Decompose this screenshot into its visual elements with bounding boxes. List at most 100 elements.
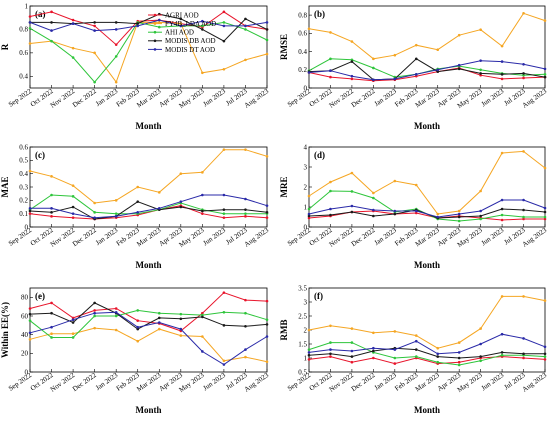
- data-point: [93, 301, 96, 305]
- data-point: [157, 207, 161, 210]
- series-line: [308, 333, 546, 355]
- series-line: [308, 190, 545, 222]
- x-tick-label: Dec 2022: [71, 371, 98, 393]
- data-point: [522, 72, 525, 75]
- data-point: [222, 324, 226, 327]
- data-point: [244, 215, 247, 218]
- series-line: [29, 21, 268, 84]
- data-point: [265, 323, 269, 326]
- y-tick-label: 0.8: [19, 26, 28, 34]
- data-point: [350, 77, 354, 81]
- data-point: [543, 299, 547, 302]
- data-point: [414, 334, 418, 337]
- data-point: [28, 21, 32, 24]
- data-point: [457, 67, 461, 71]
- data-point: [329, 341, 332, 344]
- data-point: [543, 166, 547, 170]
- x-tick-label: Mar 2023: [414, 371, 441, 394]
- panel-label: (c): [35, 150, 45, 160]
- data-point: [201, 212, 204, 215]
- data-point: [500, 295, 504, 298]
- y-tick-label: 0.8: [298, 11, 307, 19]
- data-point: [500, 44, 504, 48]
- data-point: [307, 27, 311, 31]
- data-point: [71, 212, 75, 215]
- data-point: [329, 189, 332, 193]
- data-point: [329, 69, 332, 72]
- x-tick-label: Mar 2023: [135, 371, 162, 394]
- x-tick-label: May 2023: [456, 226, 484, 249]
- data-point: [28, 319, 32, 322]
- legend-entry: FY4B_LDA AOD: [165, 20, 216, 28]
- data-point: [479, 327, 482, 330]
- data-point: [522, 295, 525, 298]
- data-point: [457, 63, 461, 67]
- data-point: [222, 310, 226, 314]
- data-point: [136, 22, 140, 25]
- legend-marker: [153, 22, 157, 25]
- y-tick-label: 0.4: [19, 170, 28, 178]
- series-line: [308, 67, 546, 82]
- data-point: [329, 75, 332, 79]
- data-point: [201, 19, 204, 23]
- data-point: [222, 21, 226, 24]
- data-point: [201, 193, 204, 197]
- data-point: [265, 21, 269, 24]
- data-point: [28, 212, 32, 215]
- data-point: [50, 211, 53, 214]
- data-point: [179, 327, 183, 331]
- data-point: [222, 24, 226, 28]
- data-point: [329, 180, 332, 184]
- series-line: [29, 309, 268, 338]
- data-point: [307, 328, 311, 332]
- series-line: [29, 327, 268, 363]
- y-tick-label: 60: [21, 312, 29, 320]
- data-point: [329, 352, 332, 356]
- panel-label: (b): [314, 9, 325, 19]
- y-tick-label: 1: [304, 354, 308, 362]
- data-point: [393, 330, 397, 333]
- data-point: [436, 352, 440, 356]
- y-tick-label: 0.2: [19, 197, 28, 205]
- data-point: [265, 52, 269, 56]
- data-point: [114, 314, 118, 318]
- data-point: [201, 315, 204, 319]
- data-point: [179, 17, 183, 21]
- data-point: [479, 68, 482, 72]
- data-point: [522, 217, 525, 221]
- data-point: [265, 155, 269, 158]
- data-point: [372, 349, 375, 353]
- data-point: [479, 28, 482, 31]
- data-point: [393, 209, 397, 213]
- data-point: [393, 362, 397, 365]
- data-point: [71, 56, 75, 59]
- data-point: [179, 334, 183, 337]
- data-point: [179, 200, 183, 203]
- data-point: [350, 74, 354, 78]
- series-line: [308, 342, 546, 366]
- data-point: [436, 346, 440, 350]
- data-point: [50, 301, 53, 305]
- data-point: [93, 326, 96, 330]
- data-point: [114, 215, 118, 218]
- plot-frame: [29, 287, 268, 373]
- data-point: [414, 43, 418, 47]
- data-point: [157, 311, 161, 315]
- series-line: [308, 347, 545, 359]
- data-point: [179, 22, 183, 25]
- data-point: [93, 29, 96, 32]
- data-point: [71, 332, 75, 336]
- y-tick-label: 40: [21, 331, 29, 339]
- legend-entry: AGRI AOD: [165, 11, 199, 19]
- data-point: [114, 199, 118, 202]
- legend-entry: AHI AOD: [165, 29, 194, 37]
- data-point: [329, 355, 332, 358]
- data-point: [114, 307, 118, 310]
- data-point: [543, 215, 547, 219]
- data-point: [28, 209, 32, 213]
- data-point: [479, 189, 482, 193]
- x-tick-label: May 2023: [456, 87, 484, 110]
- data-point: [244, 58, 247, 62]
